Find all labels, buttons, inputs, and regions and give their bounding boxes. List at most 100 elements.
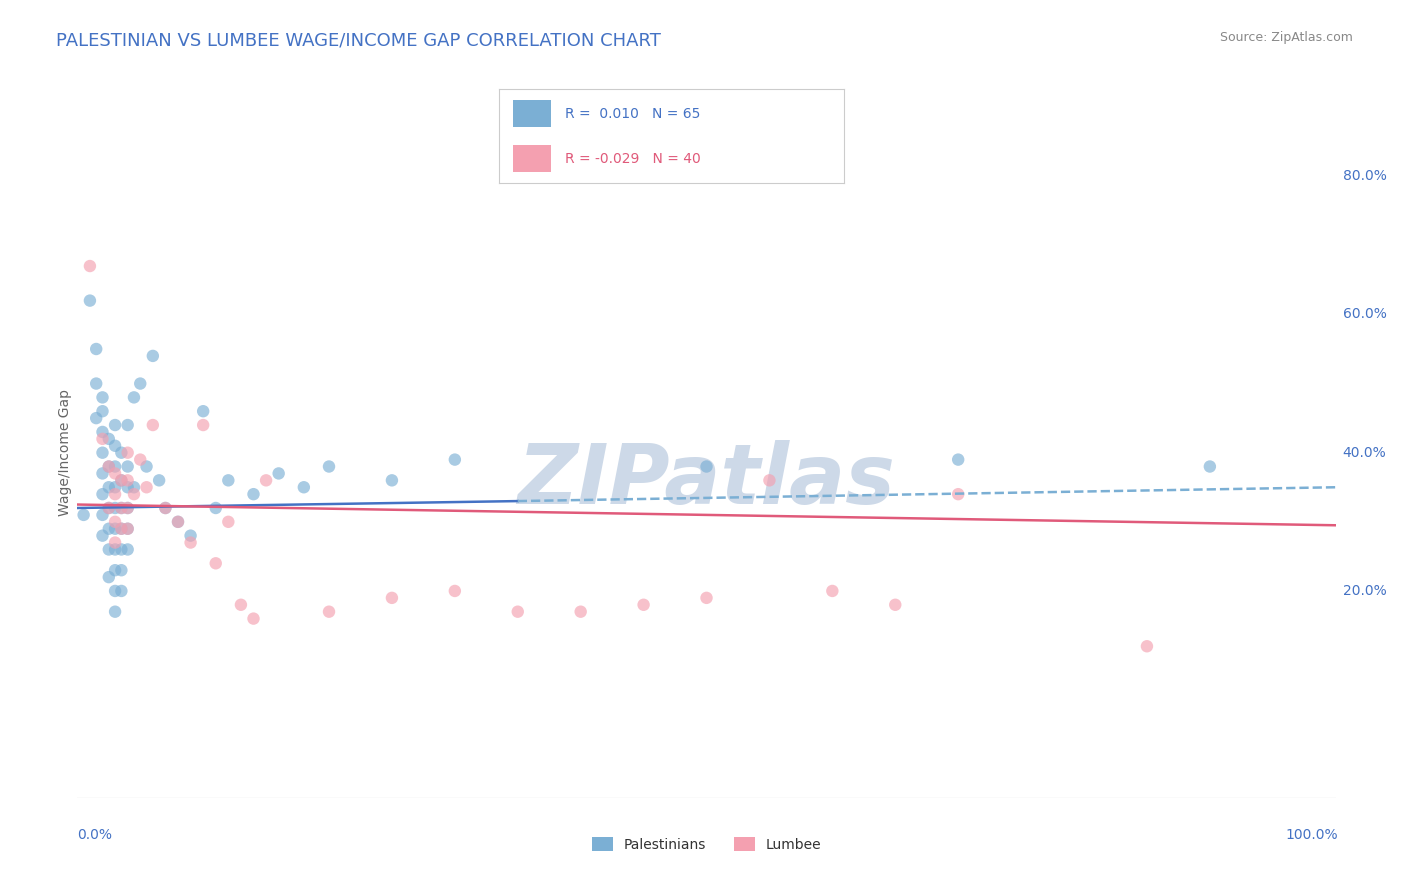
- Point: [91, 432, 114, 446]
- Point: [633, 598, 655, 612]
- Point: [242, 612, 264, 626]
- Point: [696, 459, 718, 474]
- Point: [444, 583, 467, 598]
- Point: [381, 591, 404, 605]
- Point: [91, 467, 114, 481]
- Point: [110, 473, 132, 487]
- Point: [91, 508, 114, 522]
- Point: [948, 487, 970, 501]
- Point: [91, 404, 114, 418]
- Text: 40.0%: 40.0%: [1343, 446, 1386, 459]
- Point: [180, 528, 202, 542]
- Point: [91, 425, 114, 439]
- Point: [84, 342, 107, 356]
- Point: [97, 570, 120, 584]
- Point: [148, 473, 170, 487]
- Point: [191, 417, 215, 432]
- Point: [180, 535, 202, 549]
- Point: [381, 473, 404, 487]
- Point: [122, 480, 145, 494]
- Point: [884, 598, 907, 612]
- Point: [117, 417, 139, 432]
- Point: [110, 583, 132, 598]
- Point: [104, 439, 127, 453]
- Point: [110, 522, 132, 536]
- Point: [97, 432, 120, 446]
- Point: [204, 500, 226, 515]
- Point: [217, 473, 239, 487]
- Point: [122, 487, 145, 501]
- Point: [110, 563, 132, 577]
- Text: R =  0.010   N = 65: R = 0.010 N = 65: [565, 106, 700, 120]
- Point: [117, 542, 139, 557]
- Point: [229, 598, 252, 612]
- Text: 20.0%: 20.0%: [1343, 584, 1386, 598]
- Point: [135, 459, 157, 474]
- Point: [84, 376, 107, 391]
- Point: [129, 452, 152, 467]
- Point: [110, 500, 132, 515]
- Point: [569, 605, 592, 619]
- Text: Source: ZipAtlas.com: Source: ZipAtlas.com: [1219, 31, 1353, 45]
- Point: [79, 293, 101, 308]
- Point: [242, 487, 264, 501]
- Point: [117, 480, 139, 494]
- Point: [110, 445, 132, 460]
- Point: [97, 500, 120, 515]
- Point: [110, 522, 132, 536]
- Point: [129, 376, 152, 391]
- Point: [110, 500, 132, 515]
- Point: [117, 473, 139, 487]
- Point: [318, 459, 340, 474]
- Point: [117, 522, 139, 536]
- Point: [821, 583, 844, 598]
- Point: [1198, 459, 1220, 474]
- Point: [142, 417, 165, 432]
- Point: [97, 480, 120, 494]
- Point: [696, 591, 718, 605]
- Point: [104, 459, 127, 474]
- Point: [97, 522, 120, 536]
- Point: [91, 445, 114, 460]
- Point: [122, 390, 145, 404]
- Point: [191, 404, 215, 418]
- Point: [104, 417, 127, 432]
- Text: PALESTINIAN VS LUMBEE WAGE/INCOME GAP CORRELATION CHART: PALESTINIAN VS LUMBEE WAGE/INCOME GAP CO…: [56, 31, 661, 49]
- Point: [104, 500, 127, 515]
- Point: [72, 508, 94, 522]
- Point: [79, 259, 101, 273]
- Point: [444, 452, 467, 467]
- Point: [104, 605, 127, 619]
- Text: ZIPatlas: ZIPatlas: [517, 440, 896, 521]
- Point: [117, 500, 139, 515]
- Point: [117, 459, 139, 474]
- Point: [204, 557, 226, 571]
- Point: [758, 473, 780, 487]
- Text: 0.0%: 0.0%: [77, 828, 112, 842]
- Point: [91, 390, 114, 404]
- Point: [91, 487, 114, 501]
- Point: [104, 487, 127, 501]
- Point: [167, 515, 190, 529]
- Point: [318, 605, 340, 619]
- Point: [91, 528, 114, 542]
- Point: [155, 500, 177, 515]
- Point: [267, 467, 290, 481]
- Text: R = -0.029   N = 40: R = -0.029 N = 40: [565, 152, 700, 166]
- Point: [1136, 639, 1159, 653]
- Point: [506, 605, 529, 619]
- Point: [117, 522, 139, 536]
- Point: [142, 349, 165, 363]
- FancyBboxPatch shape: [513, 101, 551, 127]
- Point: [104, 563, 127, 577]
- Point: [84, 411, 107, 425]
- Point: [104, 542, 127, 557]
- Point: [948, 452, 970, 467]
- Point: [104, 522, 127, 536]
- Point: [97, 459, 120, 474]
- Point: [104, 480, 127, 494]
- Point: [104, 515, 127, 529]
- Point: [104, 467, 127, 481]
- Point: [104, 583, 127, 598]
- Point: [117, 445, 139, 460]
